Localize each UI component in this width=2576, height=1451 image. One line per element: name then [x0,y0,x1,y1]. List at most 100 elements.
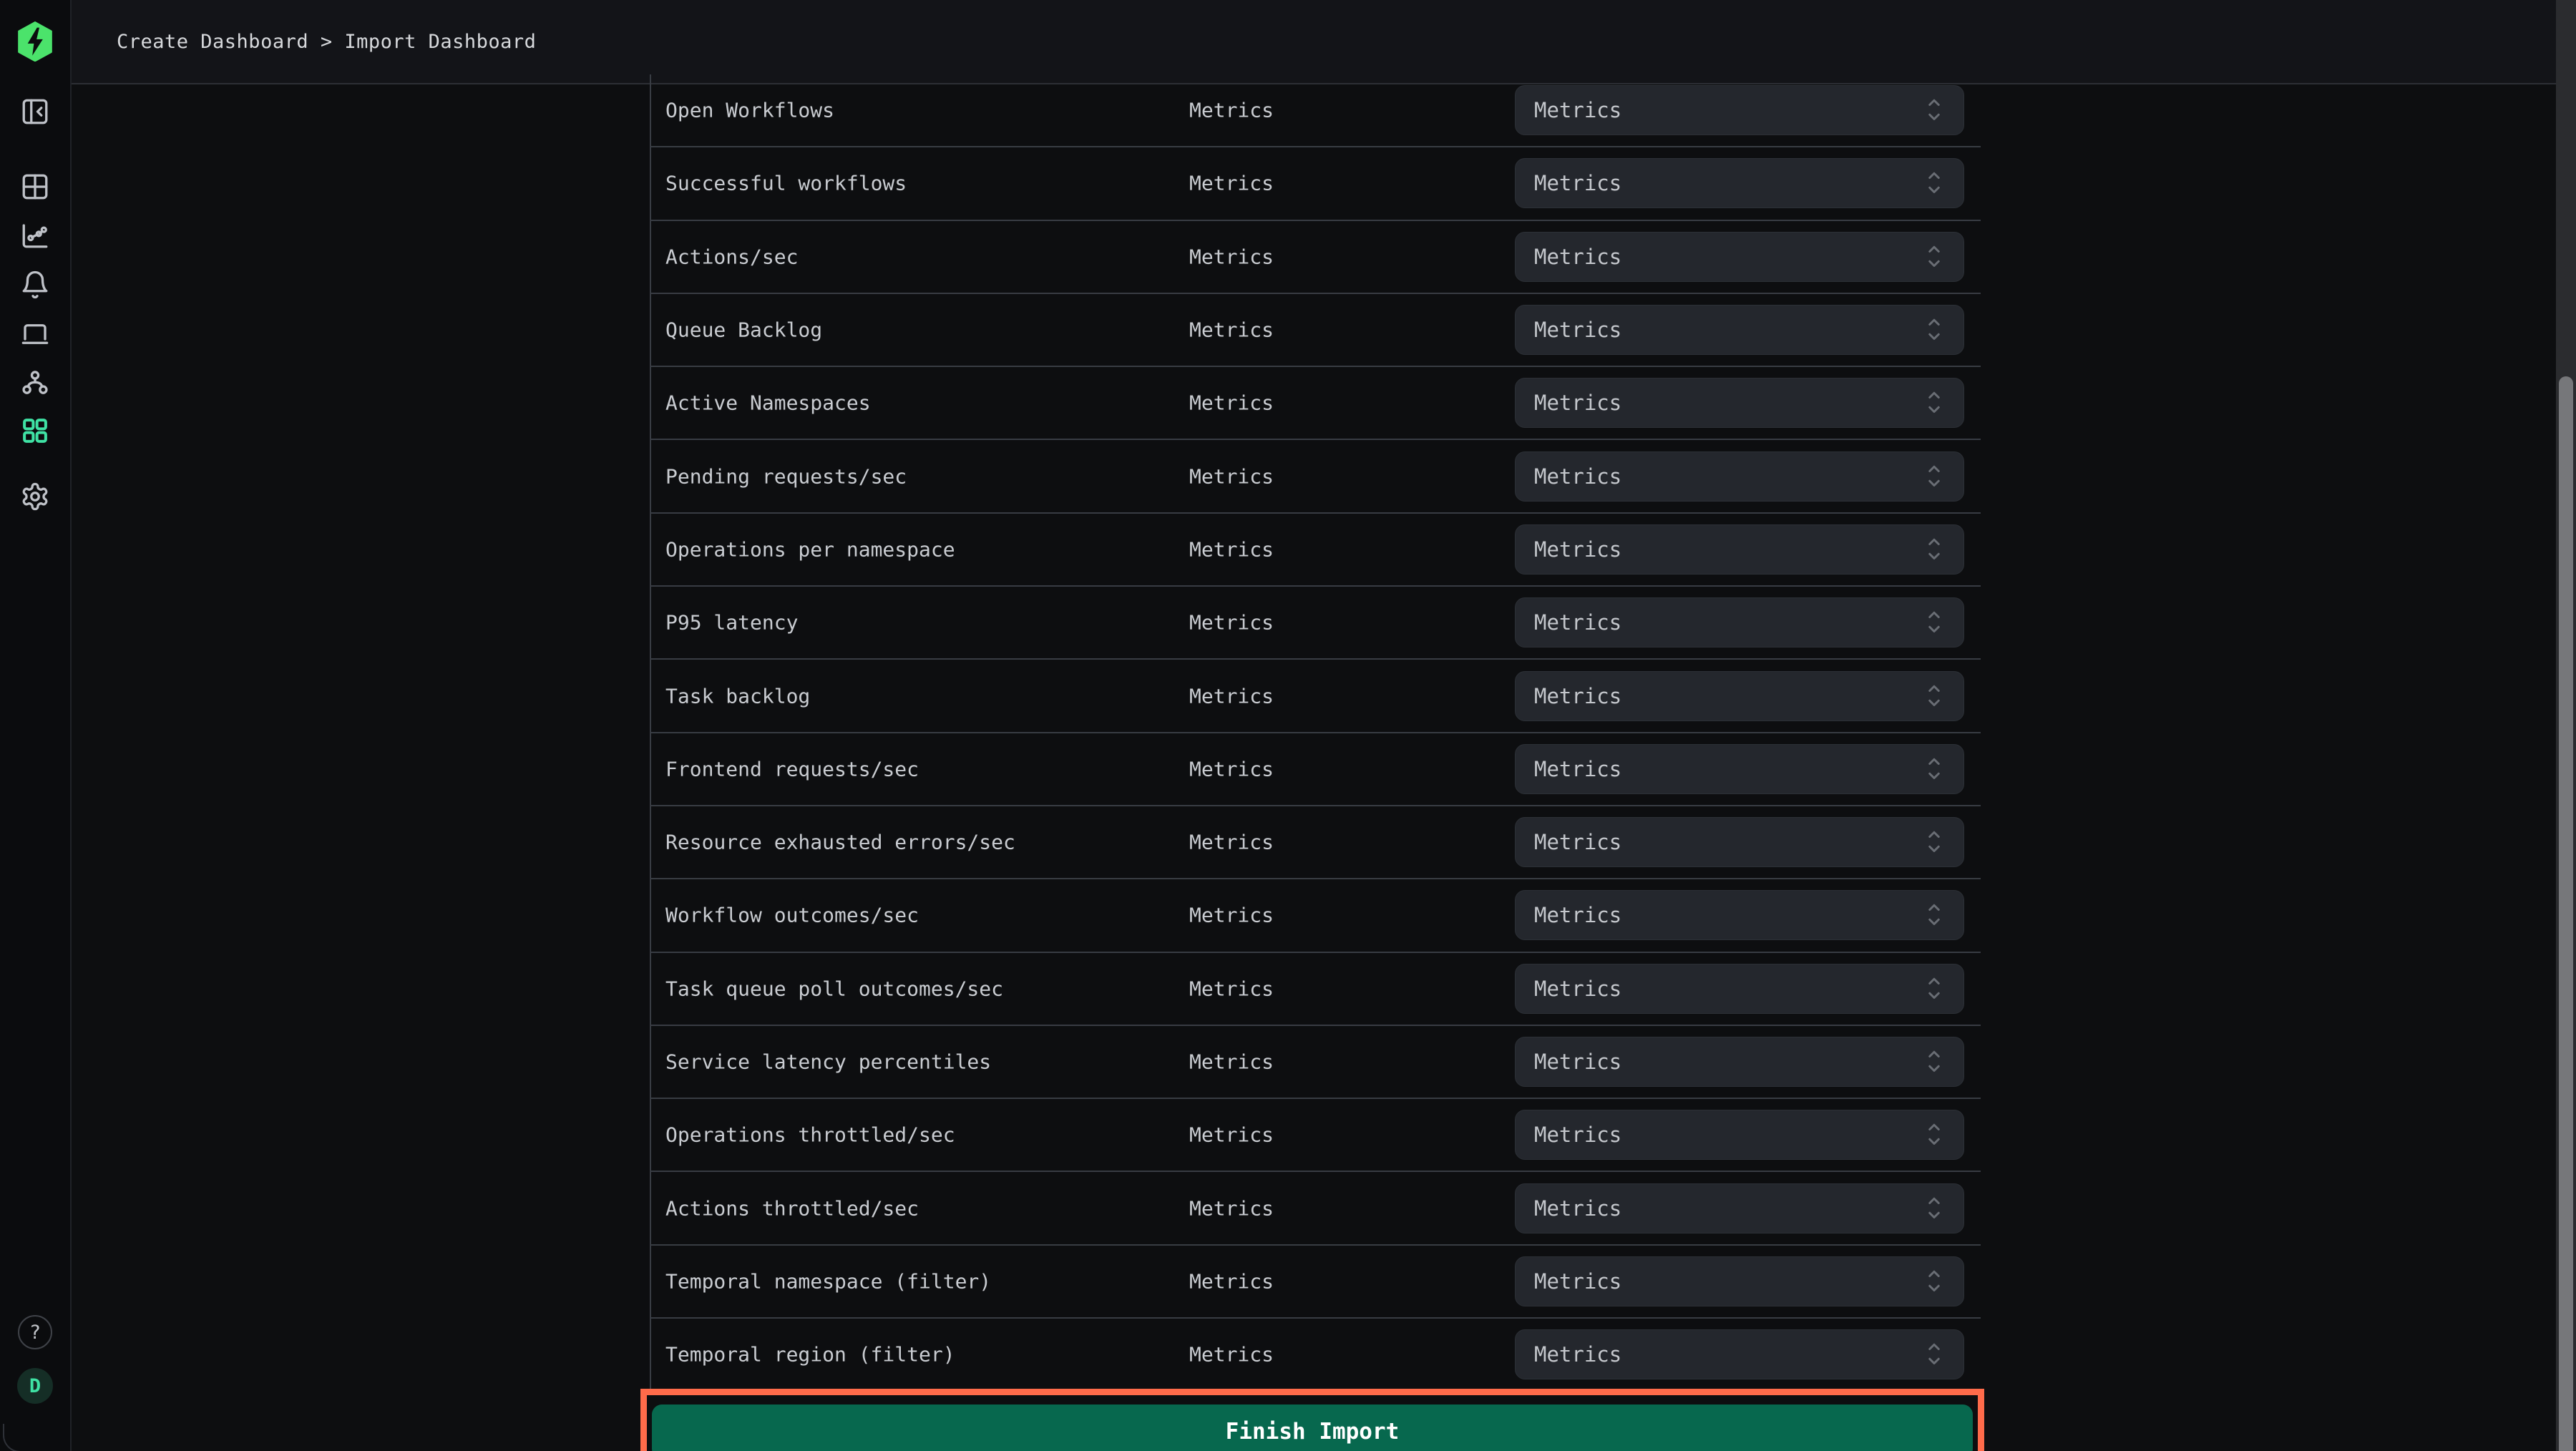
scrollbar-thumb[interactable] [2559,376,2573,1451]
chevron-up-down-icon [1923,683,1945,710]
panel-title: Pending requests/sec [665,464,907,489]
panel-type-text: Metrics [1189,977,1274,1001]
user-avatar[interactable]: D [17,1368,53,1404]
panel-title: Task backlog [665,684,811,708]
panel-type-select[interactable]: Metrics [1515,670,1964,721]
panel-title: Temporal namespace (filter) [665,1269,992,1294]
panel-type-text: Metrics [1189,1123,1274,1147]
select-value: Metrics [1534,391,1622,416]
top-header: Create Dashboard > Import Dashboard [72,0,2576,84]
import-row: Task queue poll outcomes/sec Metrics Met… [651,953,1981,1026]
panel-title: Successful workflows [665,171,907,195]
panel-title: Open Workflows [665,98,835,122]
panel-type-select[interactable]: Metrics [1515,158,1964,209]
panel-type-select[interactable]: Metrics [1515,1183,1964,1233]
import-row: Actions/sec Metrics Metrics [651,221,1981,294]
panel-type-text: Metrics [1189,1269,1274,1294]
select-value: Metrics [1534,244,1622,269]
select-value: Metrics [1534,318,1622,343]
service-map-icon[interactable] [20,368,50,398]
collapse-sidebar-icon[interactable] [20,97,50,127]
panel-type-select[interactable]: Metrics [1515,890,1964,941]
infra-laptop-icon[interactable] [20,319,50,349]
panel-type-text: Metrics [1189,757,1274,781]
select-value: Metrics [1534,610,1622,635]
import-row: Workflow outcomes/sec Metrics Metrics [651,879,1981,953]
breadcrumb: Create Dashboard > Import Dashboard [117,30,537,53]
import-row: Resource exhausted errors/sec Metrics Me… [651,806,1981,880]
select-value: Metrics [1534,1196,1622,1221]
app-logo[interactable] [16,21,54,62]
panel-type-select[interactable]: Metrics [1515,378,1964,429]
panel-type-select[interactable]: Metrics [1515,1256,1964,1306]
panel-type-select[interactable]: Metrics [1515,817,1964,868]
panel-type-text: Metrics [1189,1050,1274,1074]
panel-title: Task queue poll outcomes/sec [665,977,1004,1001]
finish-import-highlight: Finish Import [640,1389,1984,1451]
panel-title: Frontend requests/sec [665,757,919,781]
panel-title: Actions/sec [665,245,799,269]
panel-type-text: Metrics [1189,171,1274,195]
select-value: Metrics [1534,171,1622,196]
panel-type-text: Metrics [1189,1196,1274,1221]
alerts-bell-icon[interactable] [20,270,50,300]
panel-type-select[interactable]: Metrics [1515,1037,1964,1087]
select-value: Metrics [1534,464,1622,489]
panel-type-select[interactable]: Metrics [1515,231,1964,282]
services-chart-icon[interactable] [20,220,50,250]
select-value: Metrics [1534,1342,1622,1367]
panel-title: Active Namespaces [665,391,871,415]
panel-type-text: Metrics [1189,1342,1274,1367]
settings-gear-icon[interactable] [20,482,50,512]
help-label: ? [29,1321,42,1344]
chevron-up-down-icon [1923,316,1945,343]
home-grid-icon[interactable] [20,172,50,202]
chevron-up-down-icon [1923,1121,1945,1148]
select-value: Metrics [1534,1123,1622,1148]
panel-title: Service latency percentiles [665,1050,992,1074]
select-value: Metrics [1534,1269,1622,1294]
chevron-up-down-icon [1923,1341,1945,1368]
finish-import-button[interactable]: Finish Import [652,1404,1973,1451]
panel-title: Operations per namespace [665,537,955,562]
panel-title: Operations throttled/sec [665,1123,955,1147]
import-row: Operations throttled/sec Metrics Metrics [651,1099,1981,1173]
panel-type-select[interactable]: Metrics [1515,305,1964,356]
import-row: Successful workflows Metrics Metrics [651,147,1981,221]
panel-title: Queue Backlog [665,318,823,342]
help-button[interactable]: ? [18,1315,52,1349]
import-row: Operations per namespace Metrics Metrics [651,514,1981,587]
chevron-up-down-icon [1923,975,1945,1002]
chevron-up-down-icon [1923,243,1945,270]
scrollbar-track[interactable] [2556,0,2576,1451]
import-row: Service latency percentiles Metrics Metr… [651,1026,1981,1100]
panel-type-select[interactable]: Metrics [1515,451,1964,502]
panel-title: P95 latency [665,610,799,635]
import-list: Open Workflows Metrics Metrics Successfu… [650,74,1981,1392]
chevron-up-down-icon [1923,1048,1945,1075]
select-value: Metrics [1534,903,1622,928]
panel-type-select[interactable]: Metrics [1515,1329,1964,1380]
panel-type-text: Metrics [1189,830,1274,854]
chevron-up-down-icon [1923,1268,1945,1295]
panel-type-select[interactable]: Metrics [1515,1110,1964,1161]
select-value: Metrics [1534,756,1622,781]
panel-type-select[interactable]: Metrics [1515,524,1964,575]
avatar-letter: D [29,1374,42,1397]
panel-title: Temporal region (filter) [665,1342,955,1367]
sidebar: ? D [0,0,72,1451]
panel-type-select[interactable]: Metrics [1515,85,1964,136]
select-value: Metrics [1534,830,1622,855]
panel-type-text: Metrics [1189,245,1274,269]
import-row: Pending requests/sec Metrics Metrics [651,440,1981,514]
panel-title: Workflow outcomes/sec [665,903,919,927]
panel-type-select[interactable]: Metrics [1515,963,1964,1014]
chevron-up-down-icon [1923,756,1945,783]
import-row: P95 latency Metrics Metrics [651,587,1981,660]
select-value: Metrics [1534,537,1622,562]
select-value: Metrics [1534,683,1622,708]
panel-type-select[interactable]: Metrics [1515,743,1964,794]
dashboards-grid-icon[interactable] [20,416,50,446]
panel-type-text: Metrics [1189,98,1274,122]
panel-type-select[interactable]: Metrics [1515,597,1964,648]
